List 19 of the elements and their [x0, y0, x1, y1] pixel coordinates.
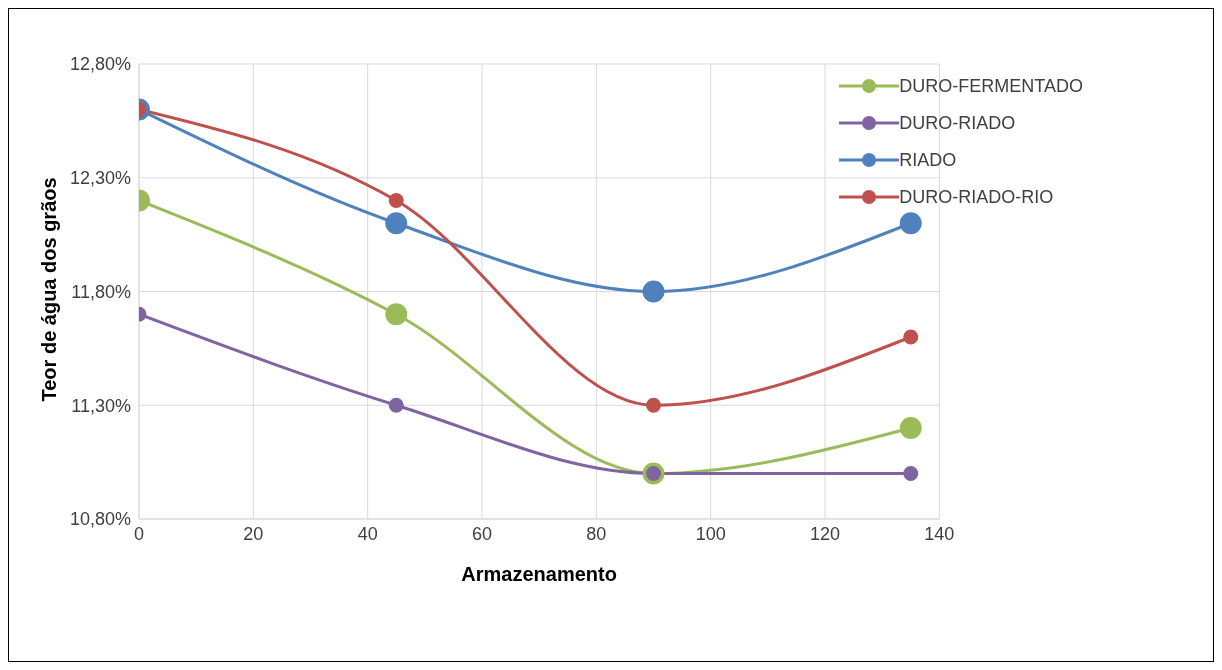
x-tick-label: 100 — [695, 523, 726, 544]
x-tick-label: 140 — [924, 523, 955, 544]
x-tick-label: 0 — [133, 523, 145, 544]
x-tick-label: 20 — [243, 523, 264, 544]
y-tick-label: 12,30% — [69, 168, 131, 189]
y-tick-label: 11,30% — [71, 395, 131, 416]
legend-label: DURO-RIADO-RIO — [899, 185, 1054, 209]
x-tick-label: 40 — [357, 523, 378, 544]
y-tick-label: 12,80% — [69, 54, 131, 75]
x-tick-label: 60 — [471, 523, 493, 544]
y-tick-label: 10,80% — [69, 509, 131, 530]
y-tick-label: 11,80% — [71, 281, 131, 302]
x-tick-label: 80 — [586, 523, 607, 544]
x-tick-label: 120 — [809, 523, 841, 544]
x-axis-title: Armazenamento — [461, 563, 617, 585]
y-axis-title: Teor de água dos grãos — [38, 177, 61, 402]
legend-label: RIADO — [899, 148, 957, 172]
legend-label: DURO-FERMENTADO — [899, 74, 1083, 98]
legend-label: DURO-RIADO — [899, 111, 1016, 135]
